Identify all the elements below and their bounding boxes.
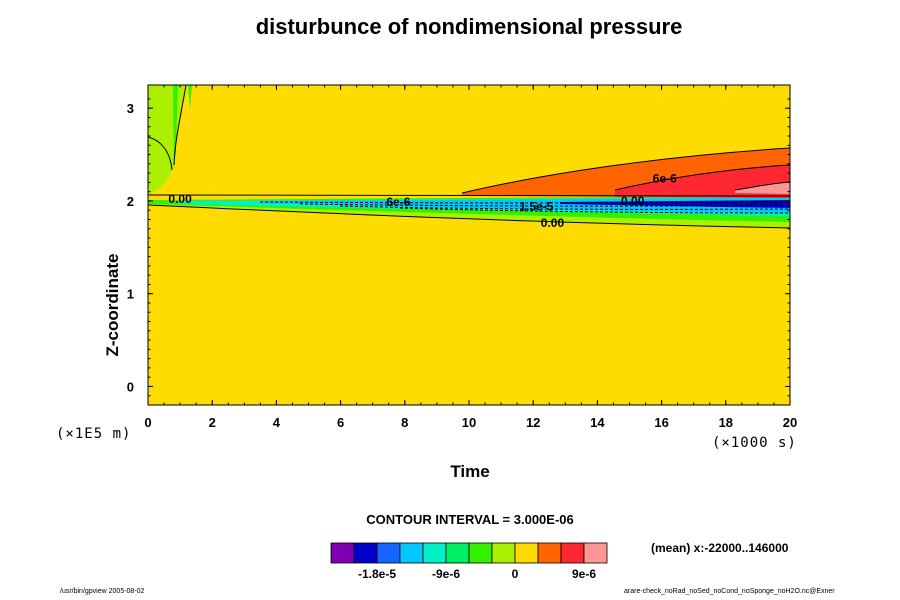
contour-line-negative [559, 201, 790, 204]
colorbar-swatch [468, 542, 493, 564]
contour-label: 0.00 [621, 194, 645, 208]
colorbar-label: 0 [512, 567, 519, 581]
x-tick-label: 6 [337, 415, 344, 430]
y-axis: 0 1 2 3 [127, 98, 790, 397]
x-tick-label: 2 [209, 415, 216, 430]
y-tick-label: 0 [127, 379, 134, 394]
x-tick-label: 14 [590, 415, 605, 430]
colorbar-swatch [330, 542, 355, 564]
x-tick-label: 16 [654, 415, 668, 430]
contour-interval-text: CONTOUR INTERVAL = 3.000E-06 [366, 512, 574, 527]
chart-title: disturbunce of nondimensional pressure [255, 14, 683, 39]
footer-left-text: /usr/bin/gpview 2005-08-02 [60, 588, 145, 595]
colorbar-swatch [353, 542, 378, 564]
y-tick-label: 1 [127, 287, 134, 302]
contour-label: 6e-6 [386, 195, 410, 209]
colorbar-swatch [583, 542, 608, 564]
y-axis-label: Z-coordinate [103, 253, 122, 357]
x-tick-label: 10 [462, 415, 476, 430]
colorbar: -1.8e-5 -9e-6 0 9e-6 [330, 542, 608, 581]
contour-line-negative [299, 203, 790, 207]
colorbar-swatch [491, 542, 516, 564]
contour-line [148, 136, 173, 171]
x-tick-label: 20 [783, 415, 797, 430]
contour-label: 0.00 [541, 216, 565, 230]
field-region-green-strip-2 [188, 85, 192, 110]
field-background [148, 85, 790, 405]
contour-line [173, 85, 187, 166]
colorbar-label: -9e-6 [432, 567, 460, 581]
colorbar-swatch [537, 542, 562, 564]
y-tick-label: 3 [127, 101, 134, 116]
contour-line-negative [339, 205, 790, 210]
colorbar-swatch [399, 542, 424, 564]
colorbar-swatch [560, 542, 585, 564]
contour-line [148, 204, 790, 229]
colorbar-swatch [376, 542, 401, 564]
x-tick-label: 0 [144, 415, 151, 430]
colorbar-swatch [422, 542, 447, 564]
x-tick-label: 18 [719, 415, 733, 430]
contour-lines [148, 85, 790, 229]
field-region-green-strip-1 [173, 85, 178, 170]
colorbar-label: 9e-6 [572, 567, 596, 581]
plot-area [148, 85, 790, 405]
contour-line [461, 147, 790, 194]
colorbar-swatch [514, 542, 539, 564]
colorbar-label: -1.8e-5 [358, 567, 396, 581]
x-axis-label: Time [450, 462, 490, 481]
contour-line-negative [259, 200, 790, 204]
contour-label-group: 0.00 6e-6 1.5e-5 0.00 0.00 6e-6 [168, 172, 677, 231]
contour-line [148, 194, 790, 197]
contour-line [734, 181, 790, 191]
contour-line [614, 164, 790, 191]
x-tick-label: 8 [401, 415, 408, 430]
contour-label: 1.5e-5 [519, 200, 553, 214]
footer-right-text: arare-check_noRad_noSed_noCond_noSponge_… [624, 588, 835, 595]
contour-lines-negative [259, 200, 790, 214]
y-tick-label: 2 [127, 194, 134, 209]
colorbar-swatch [445, 542, 470, 564]
x-axis: 0 2 4 6 8 10 12 14 16 18 20 [144, 85, 797, 430]
y-scale-label: (×1E5 m) [56, 426, 132, 442]
contour-label: 6e-6 [653, 172, 677, 186]
contour-line-negative [399, 207, 790, 214]
field-region-pink-plume [735, 182, 790, 194]
x-tick-label: 4 [273, 415, 281, 430]
contour-label: 0.00 [168, 192, 192, 206]
x-tick-label: 12 [526, 415, 540, 430]
mean-range-text: (mean) x:-22000..146000 [651, 541, 789, 555]
x-scale-label: (×1000 s) [712, 435, 797, 451]
